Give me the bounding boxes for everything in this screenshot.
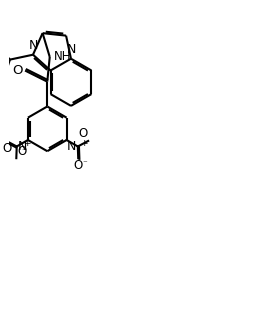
Text: O: O: [78, 127, 87, 141]
Text: O: O: [12, 64, 23, 77]
Text: N: N: [67, 140, 76, 153]
Text: ⁻: ⁻: [22, 147, 27, 156]
Text: NH: NH: [54, 51, 71, 64]
Text: N: N: [29, 39, 38, 52]
Text: O: O: [2, 142, 11, 155]
Text: +: +: [80, 139, 88, 148]
Text: ⁻: ⁻: [82, 159, 87, 169]
Text: N: N: [18, 140, 28, 153]
Text: +: +: [23, 139, 31, 148]
Text: O: O: [73, 159, 82, 172]
Text: O: O: [17, 145, 27, 158]
Text: N: N: [66, 43, 76, 56]
